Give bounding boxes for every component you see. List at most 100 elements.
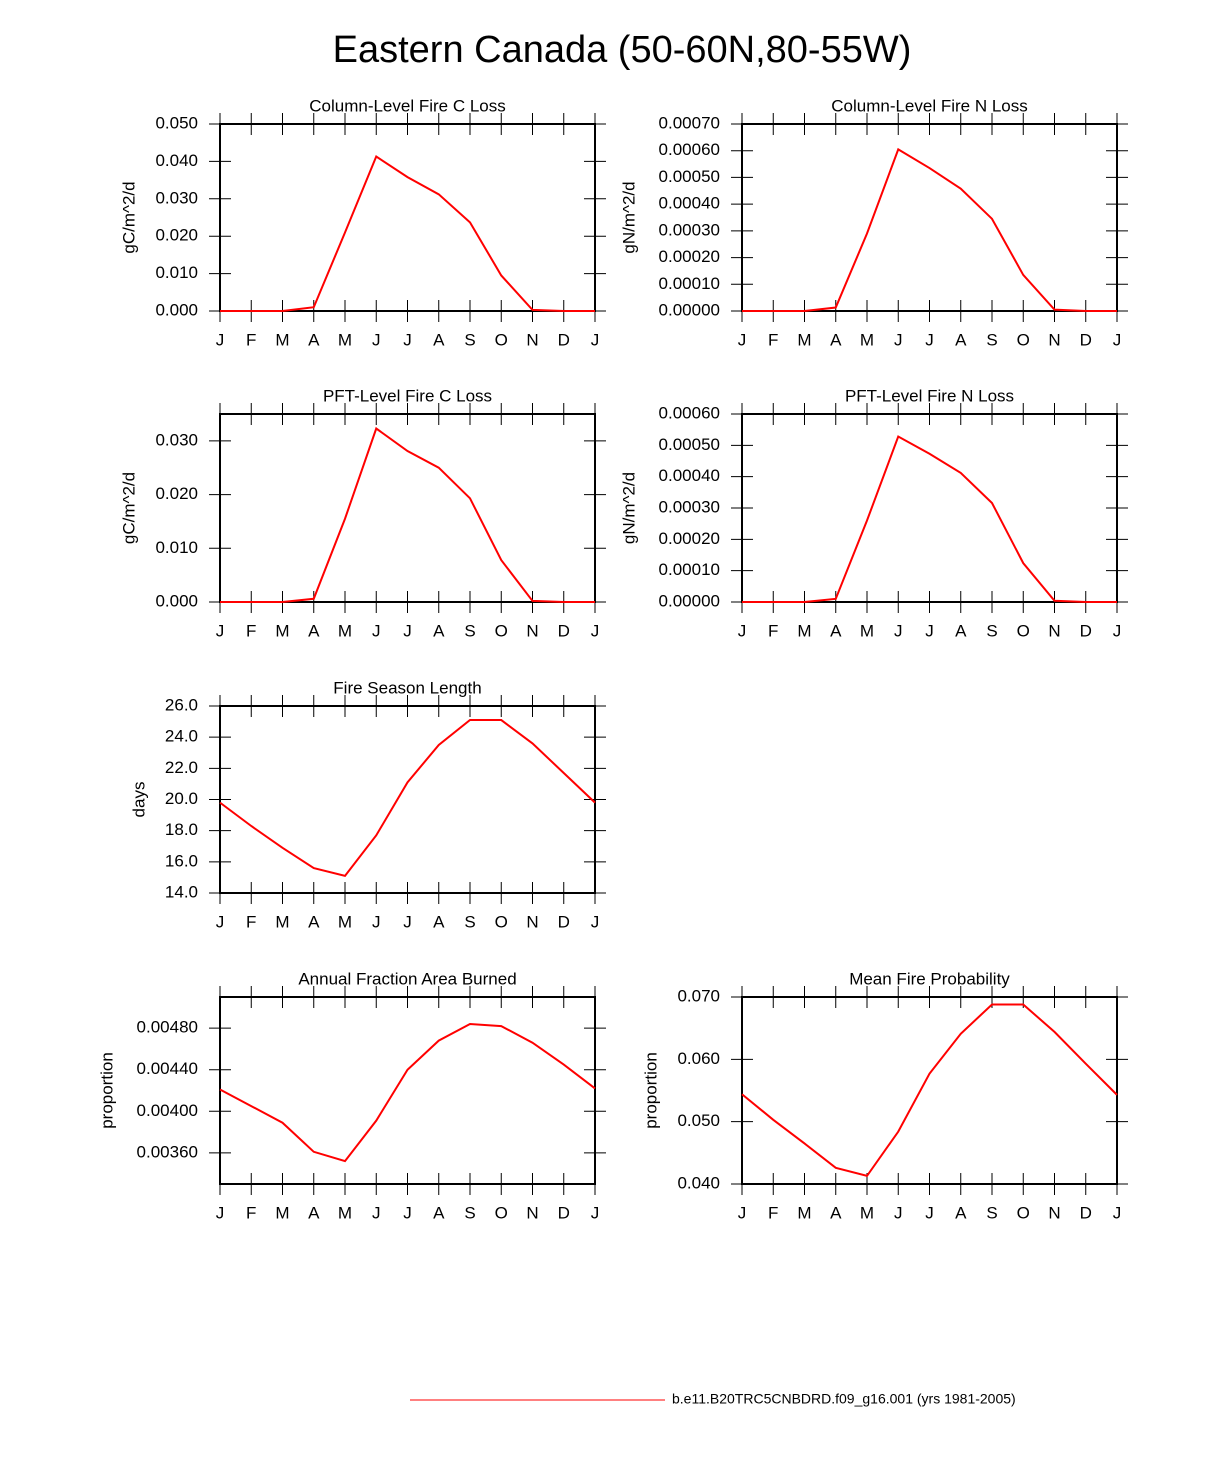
data-line [742, 435, 1117, 603]
y-tick-label: 0.00060 [659, 140, 720, 159]
y-axis-label: gC/m^2/d [119, 181, 138, 253]
x-tick-label: J [591, 330, 600, 349]
x-tick-label: M [860, 330, 874, 349]
x-tick-label: S [986, 621, 997, 640]
x-tick-label: J [591, 621, 600, 640]
y-tick-label: 0.070 [677, 986, 720, 1005]
y-tick-label: 0.00070 [659, 113, 720, 132]
x-tick-label: A [433, 621, 445, 640]
data-line [220, 426, 595, 603]
data-line [219, 1022, 596, 1163]
x-tick-label: F [768, 330, 778, 349]
y-tick-label: 18.0 [165, 820, 198, 839]
x-tick-label: D [558, 1203, 570, 1222]
y-tick-label: 0.030 [155, 430, 198, 449]
x-tick-label: N [1048, 330, 1060, 349]
panel-title: Fire Season Length [333, 678, 481, 697]
x-tick-label: J [403, 621, 412, 640]
x-tick-label: D [558, 621, 570, 640]
x-tick-label: O [495, 1203, 508, 1222]
x-tick-label: N [526, 330, 538, 349]
panel-title: Column-Level Fire C Loss [309, 96, 506, 115]
x-tick-label: M [275, 330, 289, 349]
x-tick-label: J [403, 1203, 412, 1222]
x-tick-label: J [216, 621, 225, 640]
y-tick-label: 0.000 [155, 300, 198, 319]
y-tick-label: 0.010 [155, 538, 198, 557]
y-tick-label: 0.00000 [659, 300, 720, 319]
x-tick-label: A [955, 330, 967, 349]
x-tick-label: J [894, 621, 903, 640]
y-axis-label: gC/m^2/d [119, 472, 138, 544]
y-tick-label: 0.00030 [659, 497, 720, 516]
y-tick-label: 0.040 [155, 151, 198, 170]
y-axis-label: gN/m^2/d [619, 472, 638, 544]
y-tick-label: 20.0 [165, 789, 198, 808]
x-tick-label: D [558, 912, 570, 931]
y-tick-label: 0.010 [155, 263, 198, 282]
plot-frame [741, 996, 1118, 1185]
x-tick-label: O [1017, 621, 1030, 640]
x-tick-label: M [338, 621, 352, 640]
x-tick-label: M [338, 330, 352, 349]
x-tick-label: J [894, 330, 903, 349]
x-tick-label: M [275, 912, 289, 931]
y-tick-label: 0.000 [155, 591, 198, 610]
x-tick-label: O [495, 912, 508, 931]
x-tick-label: M [860, 1203, 874, 1222]
panel-title: Column-Level Fire N Loss [831, 96, 1028, 115]
x-tick-label: A [830, 621, 842, 640]
x-tick-label: N [526, 1203, 538, 1222]
y-tick-label: 0.00050 [659, 167, 720, 186]
x-tick-label: J [216, 912, 225, 931]
x-tick-label: D [558, 330, 570, 349]
y-tick-label: 14.0 [165, 882, 198, 901]
x-tick-label: S [464, 1203, 475, 1222]
x-tick-label: O [495, 330, 508, 349]
x-tick-label: A [308, 1203, 320, 1222]
y-tick-label: 0.050 [155, 113, 198, 132]
panel-title: Mean Fire Probability [849, 969, 1010, 988]
y-tick-label: 0.00400 [137, 1101, 198, 1120]
x-tick-label: A [955, 1203, 967, 1222]
x-tick-label: J [738, 1203, 747, 1222]
x-tick-label: J [894, 1203, 903, 1222]
x-tick-label: F [246, 330, 256, 349]
x-tick-label: S [464, 621, 475, 640]
y-tick-label: 0.050 [677, 1111, 720, 1130]
x-tick-label: M [338, 1203, 352, 1222]
x-tick-label: D [1080, 621, 1092, 640]
y-tick-label: 24.0 [165, 727, 198, 746]
y-tick-label: 0.00060 [659, 403, 720, 422]
x-tick-label: J [1113, 1203, 1122, 1222]
panel-title: Annual Fraction Area Burned [298, 969, 516, 988]
y-tick-label: 0.00440 [137, 1059, 198, 1078]
panel-title: PFT-Level Fire N Loss [845, 386, 1014, 405]
x-tick-label: M [275, 1203, 289, 1222]
x-tick-label: A [308, 330, 320, 349]
plot-frame [741, 413, 1118, 603]
x-tick-label: J [372, 1203, 381, 1222]
x-tick-label: O [1017, 330, 1030, 349]
y-tick-label: 0.030 [155, 188, 198, 207]
x-tick-label: J [403, 912, 412, 931]
x-tick-label: N [1048, 1203, 1060, 1222]
data-line [220, 155, 595, 312]
x-tick-label: M [797, 1203, 811, 1222]
y-tick-label: 0.00010 [659, 274, 720, 293]
x-tick-label: A [830, 1203, 842, 1222]
x-tick-label: S [464, 330, 475, 349]
x-tick-label: J [925, 1203, 934, 1222]
y-axis-label: gN/m^2/d [619, 181, 638, 253]
x-tick-label: A [955, 621, 967, 640]
x-tick-label: F [246, 621, 256, 640]
y-tick-label: 16.0 [165, 851, 198, 870]
plot-frame [219, 996, 596, 1185]
legend-label: b.e11.B20TRC5CNBDRD.f09_g16.001 (yrs 198… [672, 1391, 1016, 1407]
y-tick-label: 0.00000 [659, 591, 720, 610]
x-tick-label: A [830, 330, 842, 349]
x-tick-label: J [925, 330, 934, 349]
x-tick-label: M [860, 621, 874, 640]
x-tick-label: N [526, 621, 538, 640]
